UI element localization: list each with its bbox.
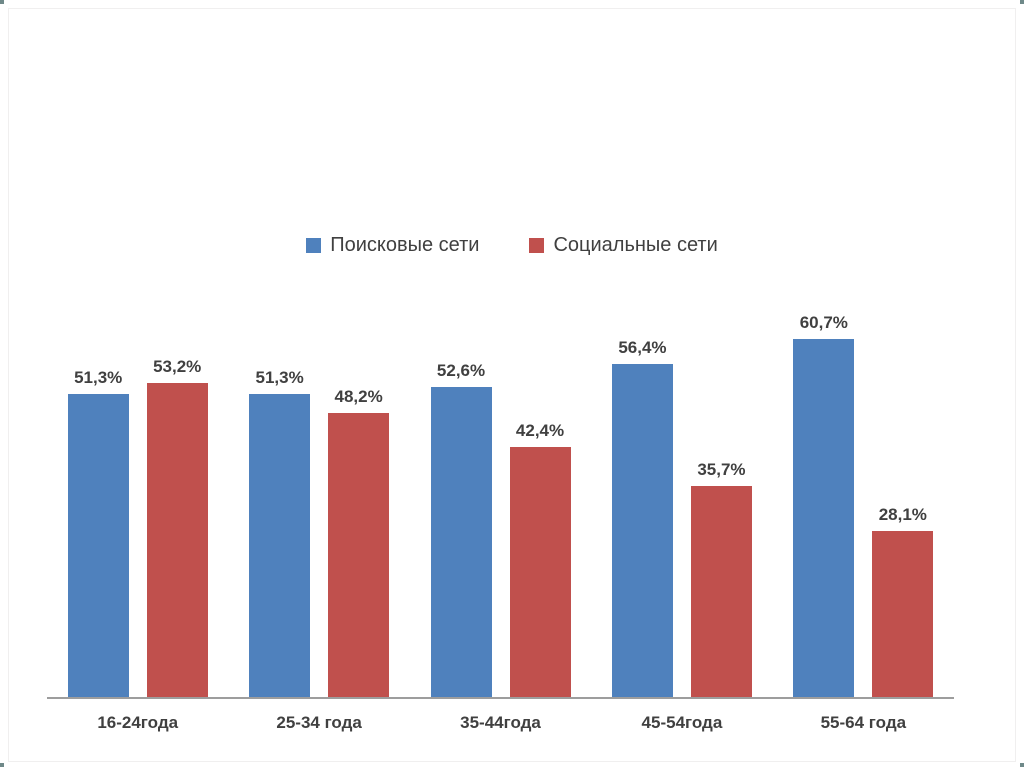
bar-cell-0-0: 51,3%	[67, 284, 129, 697]
bar-group-4: 60,7% 28,1%	[773, 284, 954, 697]
bar-cell-2-1: 42,4%	[509, 284, 571, 697]
bar-3-1	[690, 486, 752, 697]
category-label-4: 55-64 года	[820, 713, 907, 732]
bar-2-0	[430, 386, 492, 697]
legend-label: Социальные сети	[553, 234, 718, 256]
bar-1-1	[328, 412, 390, 697]
bar-4-1	[872, 531, 934, 697]
plot-area: 51,3% 53,2% 51,3% 48,2% 52,6% 42,4% 56,4% 35,7%…	[47, 284, 954, 699]
bar-group-1: 51,3% 48,2%	[228, 284, 409, 697]
bar-cell-1-0: 51,3%	[249, 284, 311, 697]
category-label-1: 25-34 года	[276, 713, 362, 732]
bar-value-label: 51,3%	[74, 368, 123, 388]
bar-cell-3-0: 56,4%	[611, 284, 673, 697]
bar-cell-1-1: 48,2%	[328, 284, 390, 697]
bar-value-label: 48,2%	[334, 386, 383, 406]
bar-value-label: 52,6%	[436, 360, 486, 380]
chart-legend: Поисковые сети Социальные сети	[0, 234, 1024, 257]
bar-1-0	[249, 394, 311, 697]
bar-group-2: 52,6% 42,4%	[410, 284, 591, 697]
legend-swatch-icon	[529, 238, 545, 253]
legend-label: Поисковые сети	[330, 234, 480, 256]
category-axis: 16-24года 25-34 года 35-44года 45-54года 55-…	[47, 699, 954, 733]
legend-item-0: Поисковые сети	[306, 234, 479, 257]
bar-4-0	[793, 338, 855, 697]
bar-0-1	[146, 383, 208, 697]
bar-value-label: 35,7%	[697, 460, 746, 480]
corner-mark-bottom-left	[0, 763, 4, 767]
category-label-2: 35-44года	[460, 713, 541, 732]
legend-item-1: Социальные сети	[529, 234, 718, 257]
bar-cell-4-0: 60,7%	[793, 284, 855, 697]
bar-value-label: 53,2%	[153, 357, 202, 377]
bar-value-label: 56,4%	[618, 338, 667, 358]
corner-mark-top-left	[0, 0, 4, 4]
bar-value-label: 60,7%	[799, 312, 848, 332]
corner-mark-bottom-right	[1020, 763, 1024, 767]
bar-cell-0-1: 53,2%	[146, 284, 208, 697]
bar-value-label: 28,1%	[878, 505, 927, 525]
category-label-0: 16-24года	[97, 713, 179, 732]
bar-cell-4-1: 28,1%	[872, 284, 934, 697]
bar-value-label: 51,3%	[255, 368, 304, 388]
bar-2-1	[509, 446, 571, 697]
legend-swatch-icon	[306, 238, 322, 253]
bar-3-0	[611, 364, 673, 697]
bar-0-0	[67, 394, 129, 697]
category-label-3: 45-54года	[641, 713, 723, 732]
bar-group-0: 51,3% 53,2%	[47, 284, 228, 697]
bar-group-3: 56,4% 35,7%	[591, 284, 772, 697]
bar-cell-3-1: 35,7%	[690, 284, 752, 697]
bar-value-label: 42,4%	[515, 420, 565, 440]
corner-mark-top-right	[1020, 0, 1024, 4]
bar-cell-2-0: 52,6%	[430, 284, 492, 697]
